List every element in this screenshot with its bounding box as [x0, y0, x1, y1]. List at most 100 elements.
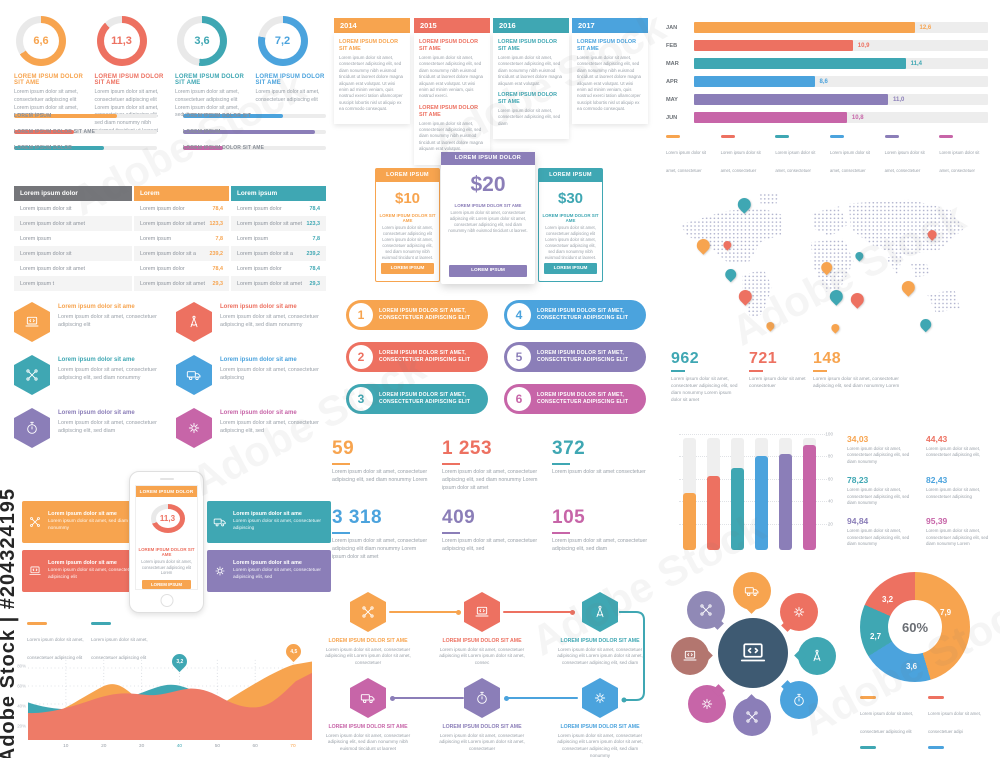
bar-fill — [694, 76, 815, 87]
progress-label: Lorem ipsum dolor sit ame — [14, 129, 96, 135]
bar-row: Apr 8,6 — [666, 76, 988, 87]
numbered-item: 4 Lorem ipsum dolor sit amet, consectetue… — [504, 300, 646, 330]
bar-row: Feb 10,9 — [666, 40, 988, 51]
column-fill — [755, 455, 768, 550]
connector-dot — [456, 609, 461, 615]
y-tick: 60% — [17, 683, 26, 689]
legend-swatch — [91, 622, 111, 625]
table-row: Lorem ipsum dolor sit a 239,2 — [231, 246, 326, 261]
column-track — [707, 438, 720, 550]
dotted-world-map — [663, 186, 990, 341]
truck-icon — [176, 355, 212, 395]
gear-icon — [780, 593, 818, 631]
timeline-title: Lorem ipsum dolor sit ame — [419, 39, 478, 53]
big-number-stat: 409 Lorem ipsum dolor sit amet, consectet… — [442, 507, 540, 561]
pricing-body: Lorem ipsum dolor sit amet, consectetuer… — [448, 210, 528, 233]
pricing-button[interactable]: Lorem ipsum — [544, 263, 597, 274]
donut-value: 11,3 — [111, 35, 132, 47]
stat-number: 105 — [552, 507, 586, 529]
pricing-header: Lorem ipsum dolor — [539, 169, 602, 191]
pie-segment-label: 7,9 — [940, 608, 952, 617]
column-track — [803, 438, 816, 550]
bar-fill — [694, 94, 889, 105]
column-fill — [683, 492, 696, 550]
table-row: Lorem ipsum dolor sit — [20, 205, 72, 212]
feature-item: Lorem ipsum dolor sit ame Lorem ipsum dol… — [176, 302, 326, 342]
banner-body: Lorem ipsum dolor sit amet, consectetuer… — [48, 568, 136, 580]
map-stat: 148 Lorem ipsum dolor sit amet, consecte… — [813, 350, 903, 389]
cell-value: 29,3 — [309, 280, 321, 287]
item-number: 3 — [349, 387, 373, 411]
progress-row: Lorem ipsum dolor sit — [183, 110, 326, 122]
map-pin — [764, 320, 776, 333]
progress-fill — [183, 146, 224, 150]
timeline-title: Lorem ipsum dolor sit ame — [498, 91, 557, 105]
column-fill — [707, 476, 720, 550]
cell-value: 123,3 — [209, 220, 224, 227]
stat-number: 59 — [332, 438, 355, 459]
laptop-icon — [28, 564, 42, 578]
pricing-button[interactable]: Lorem ipsum — [448, 265, 528, 277]
stat-body: Lorem ipsum dolor sit amet, consectetuer… — [671, 376, 738, 403]
stat-underline — [813, 370, 827, 372]
connector-dot — [504, 695, 509, 701]
connector-curve — [619, 611, 645, 703]
cell-value: 7,8 — [215, 235, 224, 242]
phone-button[interactable]: Lorem ipsum — [142, 580, 191, 589]
column-track — [755, 438, 768, 550]
stat-number: 3 318 — [332, 507, 383, 529]
table-row: Lorem ipsum dolor 78,4 — [140, 205, 223, 212]
wrench-icon — [28, 515, 42, 529]
truck-icon — [213, 515, 227, 529]
world-map-stats: 962 Lorem ipsum dolor sit amet, consecte… — [663, 186, 990, 404]
phone-title: Lorem ipsum dolor sit ame — [138, 546, 195, 557]
numbered-list: 1 Lorem ipsum dolor sit amet, consectetue… — [346, 300, 646, 414]
legend-swatch — [860, 746, 876, 749]
stat-underline — [749, 370, 763, 372]
phone-home-button[interactable] — [160, 594, 173, 607]
price: $30 — [557, 190, 584, 207]
chart-legend: Lorem ipsum dolor sit amet, consectetuer… — [666, 135, 988, 177]
column-fill — [803, 444, 816, 550]
progress-row: Lorem ipsum dolor — [14, 142, 157, 154]
progress-track — [14, 130, 157, 134]
donut-gauge: 3,6 — [177, 16, 227, 66]
table-row: Lorem ipsum t — [14, 276, 132, 291]
stat-body: Lorem ipsum dolor sit amet, consectetuer… — [813, 376, 900, 389]
progress-track — [183, 130, 326, 134]
truck-icon — [733, 572, 771, 610]
item-number: 2 — [349, 345, 373, 369]
stat-body: Lorem ipsum dolor sit amet, consectetuer… — [332, 469, 428, 483]
timeline-body: Lorem ipsum dolor sit amet, consectetuer… — [498, 107, 561, 126]
progress-track — [14, 114, 157, 118]
stat-title: Lorem ipsum dolor sit ame — [175, 74, 245, 86]
price: $10 — [394, 190, 421, 207]
pricing-header: Lorem ipsum dolor — [441, 152, 535, 165]
timeline-title: Lorem ipsum dolor sit ame — [498, 39, 557, 53]
cell-value: 239,2 — [306, 250, 321, 257]
laptop-icon — [718, 618, 788, 688]
legend-swatch — [884, 135, 899, 138]
laptop-icon — [14, 302, 50, 342]
laptop-icon — [464, 592, 500, 632]
pricing-card: Lorem ipsum dolor $10 Lorem ipsum dolor … — [375, 168, 440, 282]
stat-number: 372 — [552, 438, 586, 459]
pricing-cards: Lorem ipsum dolor $10 Lorem ipsum dolor … — [375, 150, 605, 286]
item-label: Lorem ipsum dolor sit amet, consectetuer… — [379, 350, 471, 363]
map-pin — [694, 235, 713, 255]
column-chart-stats: 100 80 60 40 20 34,03 Lorem ipsum dolor s… — [663, 424, 990, 566]
legend-swatch — [720, 135, 735, 138]
progress-label: Lorem ipsum — [183, 129, 221, 135]
timeline-body: Lorem ipsum dolor sit amet, consectetuer… — [419, 120, 483, 152]
donut-gauge: 11,3 — [150, 504, 185, 533]
area-chart-svg — [28, 659, 312, 740]
pricing-button[interactable]: Lorem ipsum — [381, 263, 434, 274]
item-label: Lorem ipsum dolor sit amet, consectetuer… — [379, 308, 471, 321]
wrench-icon — [14, 355, 50, 395]
x-tick: 60 — [252, 744, 258, 749]
timeline-title: Lorem ipsum dolor sit ame — [419, 104, 478, 118]
stat-underline — [332, 463, 350, 465]
pricing-body: Lorem ipsum dolor sit amet, consectetuer… — [544, 225, 597, 260]
legend-item: Lorem ipsum dolor sit amet, consectetuer — [884, 135, 934, 177]
compass-icon — [582, 592, 618, 632]
